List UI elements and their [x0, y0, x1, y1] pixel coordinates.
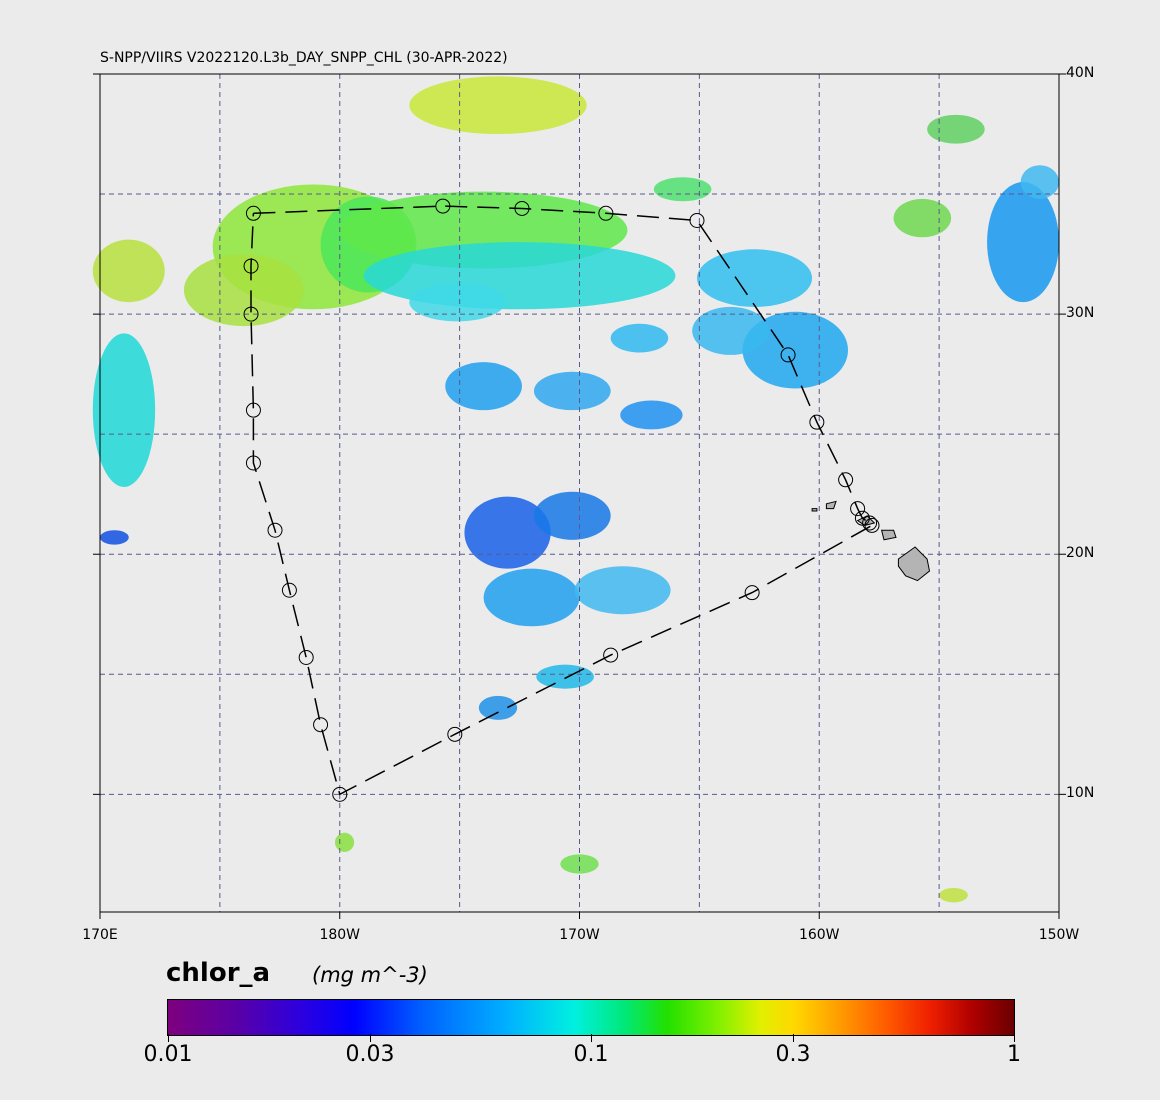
- colorbar-tick-label: 0.01: [143, 1042, 193, 1067]
- chlorophyll-patch: [445, 362, 522, 411]
- track-station-marker: [243, 258, 259, 274]
- chlorophyll-patch: [653, 177, 712, 202]
- lat-label: 40N: [1066, 65, 1095, 81]
- chlorophyll-patch: [927, 114, 985, 144]
- track-station-marker: [281, 582, 297, 598]
- map-title: S-NPP/VIIRS V2022120.L3b_DAY_SNPP_CHL (3…: [100, 50, 508, 66]
- chlorophyll-patch: [692, 306, 769, 355]
- track-station-marker: [854, 510, 870, 526]
- colorbar-tick: [1014, 1034, 1015, 1042]
- track-station-marker: [598, 205, 614, 221]
- island: [880, 529, 897, 541]
- chlorophyll-patch: [100, 530, 129, 545]
- colorbar-tick: [591, 1034, 592, 1042]
- colorbar-variable: chlor_a: [166, 958, 271, 988]
- cruise-track-line: [250, 205, 874, 796]
- track-station-marker: [744, 585, 760, 601]
- island: [811, 508, 818, 512]
- lon-label: 180W: [319, 927, 361, 943]
- chlorophyll-patch: [92, 333, 156, 487]
- track-station-marker: [332, 786, 348, 802]
- chlorophyll-patch: [409, 76, 587, 135]
- chlorophyll-patch: [533, 491, 611, 540]
- colorbar-tick-label: 0.1: [573, 1042, 609, 1067]
- track-station-marker: [267, 522, 283, 538]
- track-station-marker: [298, 649, 314, 665]
- lat-label: 20N: [1066, 545, 1095, 562]
- lon-label: 160W: [798, 927, 840, 943]
- track-station-marker: [313, 717, 329, 733]
- colorbar: [167, 999, 1015, 1036]
- island: [897, 546, 931, 582]
- chlorophyll-patch: [409, 282, 506, 322]
- chlorophyll-patch: [696, 249, 813, 307]
- lon-label: 150W: [1038, 927, 1080, 943]
- chlorophyll-patch: [92, 239, 165, 303]
- chlorophyll-patch: [536, 664, 594, 689]
- colorbar-tick: [793, 1034, 794, 1042]
- track-station-marker: [435, 198, 451, 214]
- track-station-marker: [603, 647, 619, 663]
- chlorophyll-patch: [893, 198, 952, 238]
- chlorophyll-patch: [620, 400, 683, 430]
- chlorophyll-patch: [183, 254, 304, 327]
- colorbar-tick-label: 0.03: [345, 1042, 395, 1067]
- track-station-marker: [850, 501, 866, 517]
- colorbar-units: (mg m^-3): [312, 963, 428, 987]
- track-station-marker: [864, 517, 880, 533]
- track-station-marker: [862, 515, 878, 531]
- chlorophyll-patch: [560, 854, 599, 874]
- colorbar-tick-label: 1: [1007, 1042, 1021, 1067]
- track-station-marker: [780, 347, 796, 363]
- chlorophyll-patch: [533, 371, 611, 411]
- track-station-marker: [447, 726, 463, 742]
- track-station-marker: [245, 455, 261, 471]
- track-station-marker: [809, 414, 825, 430]
- colorbar-tick-label: 0.3: [775, 1042, 811, 1067]
- lon-label: 170W: [559, 927, 600, 943]
- colorbar-tick: [370, 1034, 371, 1042]
- lon-label: 170E: [82, 927, 118, 943]
- chlorophyll-patch: [939, 887, 968, 903]
- track-station-marker: [243, 306, 259, 322]
- lat-label: 10N: [1066, 785, 1095, 802]
- chlorophyll-patch: [610, 323, 669, 353]
- colorbar-tick: [168, 1034, 169, 1042]
- chlorophyll-patch: [987, 182, 1059, 303]
- chlorophyll-patch: [742, 311, 849, 389]
- track-station-marker: [245, 402, 261, 418]
- chlorophyll-patch: [1020, 165, 1059, 199]
- chlorophyll-patch: [334, 832, 355, 852]
- track-station-marker: [514, 200, 530, 216]
- track-station-marker: [838, 472, 854, 488]
- chlorophyll-patch: [483, 568, 580, 627]
- track-station-marker: [689, 212, 705, 228]
- lat-label: 30N: [1066, 305, 1095, 322]
- chlorophyll-patch: [574, 566, 671, 615]
- chlorophyll-patch: [478, 695, 518, 720]
- track-station-marker: [245, 205, 261, 221]
- chlorophyll-patch: [464, 496, 551, 569]
- island: [825, 500, 837, 510]
